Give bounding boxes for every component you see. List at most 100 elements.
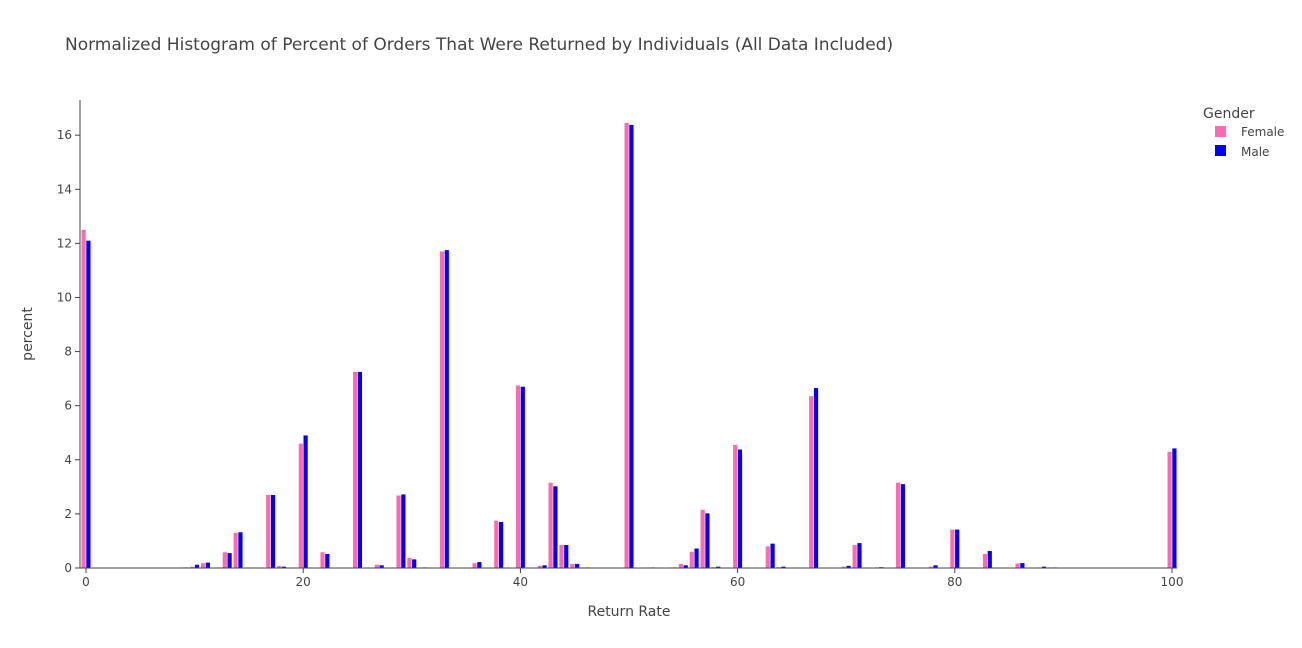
bar-female-16[interactable] — [439, 251, 445, 569]
x-tick-label-40: 40 — [513, 575, 528, 589]
bar-female-32[interactable] — [733, 444, 738, 568]
y-tick-label-0: 0 — [64, 561, 72, 575]
y-tick-label-2: 2 — [64, 507, 72, 521]
bar-male-5[interactable] — [227, 553, 232, 568]
bar-male-14[interactable] — [412, 559, 417, 568]
bar-female-33[interactable] — [765, 546, 770, 568]
bar-male-2[interactable] — [194, 564, 200, 568]
legend: Gender Female Male — [1203, 106, 1284, 159]
bar-female-14[interactable] — [407, 557, 412, 568]
bar-female-5[interactable] — [222, 552, 227, 568]
bar-male-11[interactable] — [357, 371, 362, 568]
plot-area — [81, 122, 1177, 569]
bar-female-20[interactable] — [537, 565, 542, 568]
bar-male-0[interactable] — [86, 240, 91, 569]
bar-female-23[interactable] — [570, 563, 575, 568]
bar-male-31[interactable] — [716, 566, 721, 568]
bar-male-22[interactable] — [564, 545, 569, 568]
x-tick-label-0: 0 — [82, 575, 90, 589]
legend-swatch-male[interactable] — [1215, 145, 1226, 156]
bar-female-43[interactable] — [1015, 563, 1020, 568]
bar-male-43[interactable] — [1020, 563, 1025, 568]
bar-male-44[interactable] — [1041, 566, 1047, 568]
bar-female-36[interactable] — [841, 566, 846, 568]
bar-female-0[interactable] — [81, 229, 86, 568]
bar-female-28[interactable] — [678, 563, 683, 568]
bar-female-46[interactable] — [1167, 451, 1172, 568]
bar-female-39[interactable] — [896, 482, 901, 568]
bar-male-7[interactable] — [270, 494, 276, 568]
bar-male-20[interactable] — [542, 565, 547, 568]
x-tick-label-100: 100 — [1161, 575, 1184, 589]
bar-male-28[interactable] — [683, 565, 688, 568]
legend-title: Gender — [1203, 106, 1255, 122]
bar-female-3[interactable] — [200, 563, 206, 568]
bar-male-36[interactable] — [846, 565, 851, 568]
bar-female-22[interactable] — [559, 545, 564, 568]
bar-male-40[interactable] — [933, 565, 938, 568]
bar-male-8[interactable] — [281, 566, 286, 568]
bar-female-10[interactable] — [320, 552, 325, 568]
bar-male-42[interactable] — [987, 550, 992, 568]
legend-label-female[interactable]: Female — [1241, 125, 1284, 139]
y-tick-label-14: 14 — [57, 182, 72, 196]
bar-male-39[interactable] — [900, 484, 905, 568]
y-tick-label-12: 12 — [57, 236, 72, 250]
bar-male-3[interactable] — [205, 562, 210, 568]
bar-female-30[interactable] — [700, 509, 705, 568]
y-tick-label-8: 8 — [64, 345, 72, 359]
bar-male-17[interactable] — [477, 562, 482, 568]
y-tick-label-10: 10 — [57, 290, 72, 304]
bar-male-30[interactable] — [705, 513, 710, 568]
x-axis-title: Return Rate — [587, 604, 670, 620]
bar-male-37[interactable] — [857, 543, 862, 568]
y-tick-label-16: 16 — [57, 128, 72, 142]
bar-female-40[interactable] — [928, 566, 933, 568]
bar-male-32[interactable] — [737, 449, 743, 568]
bar-female-35[interactable] — [809, 396, 814, 568]
bar-female-6[interactable] — [233, 532, 238, 568]
bar-male-6[interactable] — [238, 532, 243, 568]
bar-male-9[interactable] — [303, 435, 308, 568]
bar-male-35[interactable] — [813, 388, 819, 568]
bar-male-12[interactable] — [379, 565, 384, 568]
bar-female-37[interactable] — [852, 545, 857, 568]
bar-female-9[interactable] — [298, 443, 303, 568]
y-axis-title: percent — [20, 307, 36, 361]
bar-female-29[interactable] — [689, 551, 694, 568]
bar-male-25[interactable] — [629, 124, 634, 568]
bar-female-17[interactable] — [472, 563, 477, 568]
bar-female-41[interactable] — [950, 529, 955, 568]
bar-male-34[interactable] — [781, 566, 786, 568]
bar-female-2[interactable] — [190, 566, 195, 568]
chart-title: Normalized Histogram of Percent of Order… — [65, 35, 893, 55]
legend-swatch-female[interactable] — [1215, 126, 1226, 137]
x-tick-label-20: 20 — [296, 575, 311, 589]
bar-female-42[interactable] — [982, 553, 988, 568]
bar-male-21[interactable] — [553, 486, 558, 568]
bar-female-8[interactable] — [276, 566, 282, 568]
legend-label-male[interactable]: Male — [1241, 145, 1269, 159]
bar-male-46[interactable] — [1172, 448, 1177, 568]
x-axis: 0 20 40 60 80 100 — [80, 567, 1184, 589]
bar-male-41[interactable] — [955, 529, 960, 568]
bar-female-7[interactable] — [266, 494, 271, 568]
y-axis: 0 2 4 6 8 10 12 14 16 — [57, 100, 81, 575]
bar-male-19[interactable] — [520, 386, 525, 568]
bar-male-13[interactable] — [401, 494, 406, 568]
bar-female-12[interactable] — [374, 564, 379, 568]
bar-male-16[interactable] — [444, 250, 449, 568]
bar-male-33[interactable] — [770, 543, 775, 568]
bar-male-23[interactable] — [575, 563, 580, 568]
bar-male-29[interactable] — [694, 548, 699, 568]
bar-female-13[interactable] — [396, 495, 401, 569]
bar-female-19[interactable] — [515, 385, 521, 568]
bar-male-18[interactable] — [498, 522, 504, 568]
bar-male-10[interactable] — [325, 553, 330, 568]
bar-female-25[interactable] — [624, 122, 629, 569]
x-tick-label-60: 60 — [730, 575, 745, 589]
bar-female-18[interactable] — [494, 520, 499, 568]
bar-female-21[interactable] — [548, 482, 553, 568]
bar-female-11[interactable] — [353, 371, 358, 568]
